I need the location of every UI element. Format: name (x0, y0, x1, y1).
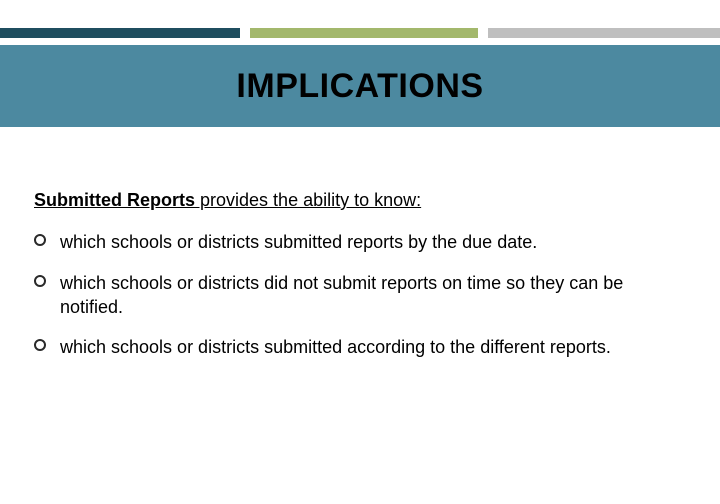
bullet-text: which schools or districts submitted rep… (60, 232, 537, 252)
list-item: which schools or districts submitted acc… (34, 335, 686, 359)
title-band: IMPLICATIONS (0, 45, 720, 127)
intro-line: Submitted Reports provides the ability t… (34, 188, 686, 212)
bullet-text: which schools or districts submitted acc… (60, 337, 611, 357)
bullet-marker-icon (34, 339, 46, 351)
list-item: which schools or districts did not submi… (34, 271, 686, 320)
slide-title: IMPLICATIONS (236, 67, 483, 106)
accent-gap-1 (240, 28, 250, 38)
bullet-text: which schools or districts did not submi… (60, 273, 623, 317)
accent-segment-1 (0, 28, 240, 38)
intro-rest: provides the ability to know: (195, 190, 421, 210)
content-area: Submitted Reports provides the ability t… (34, 188, 686, 375)
accent-gap-2 (478, 28, 488, 38)
accent-segment-3 (488, 28, 720, 38)
intro-lead: Submitted Reports (34, 190, 195, 210)
bullet-marker-icon (34, 234, 46, 246)
list-item: which schools or districts submitted rep… (34, 230, 686, 254)
accent-segment-2 (250, 28, 478, 38)
bullet-marker-icon (34, 275, 46, 287)
bullet-list: which schools or districts submitted rep… (34, 230, 686, 359)
accent-bar (0, 28, 720, 38)
